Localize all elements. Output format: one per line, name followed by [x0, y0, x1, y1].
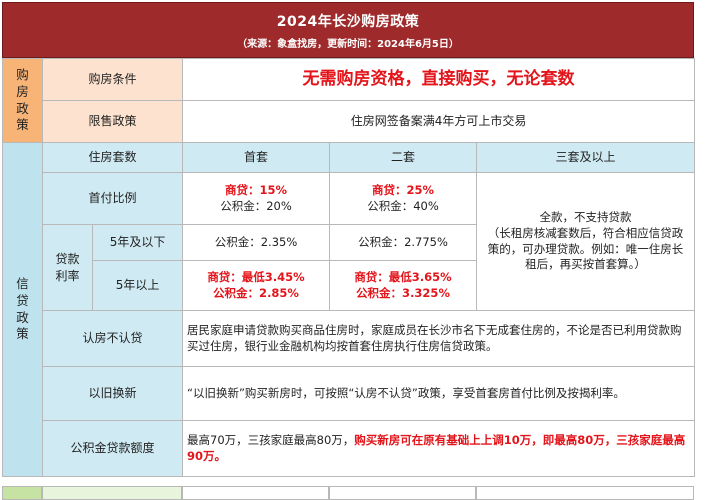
page-title: 2024年长沙购房政策: [276, 14, 420, 30]
row-purchase-conditions: 购 房 政 策 购房条件 无需购房资格，直接购买，无论套数: [2, 58, 696, 143]
row-fund-limit: 公积金贷款额度 最高70万，三孩家庭最高80万，购买新房可在原有基础上上调10万…: [3, 420, 696, 477]
rate-over5-second: 商贷：最低3.65% 公积金：3.325%: [329, 260, 478, 311]
row-rate-under5: 贷款 利率 5年及以下 公积金：2.35% 公积金：2.775%: [3, 224, 695, 311]
rate-over5-label: 5年以上: [91, 260, 184, 311]
trade-in-label: 以旧换新: [41, 366, 184, 421]
resale-policy-label: 限售政策: [41, 100, 184, 143]
down-payment-second: 商贷：25% 公积金：40%: [329, 172, 478, 225]
header-third-home: 三套及以上: [476, 142, 696, 173]
resale-policy-value: 住房网签备案满4年方可上市交易: [182, 100, 696, 143]
down-payment-first-fund: 公积金：20%: [220, 198, 292, 213]
next-section-cell-4: [476, 486, 694, 500]
rate-over5-second-commercial: 商贷：最低3.65%: [354, 269, 452, 284]
down-payment-first: 商贷：15% 公积金：20%: [182, 172, 331, 225]
fund-limit-value: 最高70万，三孩家庭最高80万，购买新房可在原有基础上上调10万，即最高80万，…: [182, 420, 696, 477]
page-header: 2024年长沙购房政策 （来源：象盒找房，更新时间：2024年6月5日）: [2, 2, 694, 58]
rate-under5-first: 公积金：2.35%: [182, 224, 331, 261]
next-section-cell-2: [182, 486, 329, 500]
row-recognize-house: 认房不认贷 居民家庭申请贷款购买商品住房时，家庭成员在长沙市名下无成套住房的，不…: [3, 310, 696, 367]
row-credit-headers: 信 贷 政 策 住房套数 首套 二套 三套及以上: [2, 142, 696, 477]
header-house-count: 住房套数: [41, 142, 184, 173]
row-down-payment: 首付比例 商贷：15% 公积金：20% 商贷：25% 公积金：40% 全款，不支…: [3, 172, 696, 311]
third-home-note: 全款，不支持贷款 （长租房核减套数后，符合相应信贷政策的，可办理贷款。例如：唯一…: [476, 172, 696, 311]
section-purchase-label: 购 房 政 策: [2, 58, 43, 143]
loan-rate-label: 贷款 利率: [42, 224, 93, 311]
rate-over5-second-fund: 公积金：3.325%: [356, 285, 450, 300]
fund-limit-plain: 最高70万，三孩家庭最高80万，: [187, 432, 355, 447]
trade-in-value: “以旧换新”购买新房时，可按照“认房不认贷”政策，享受首套房首付比例及按揭利率。: [182, 366, 696, 421]
header-second-home: 二套: [329, 142, 478, 173]
policy-table: 购 房 政 策 购房条件 无需购房资格，直接购买，无论套数 限售政策 住房网签备…: [2, 58, 696, 477]
row-trade-in: 以旧换新 “以旧换新”购买新房时，可按照“认房不认贷”政策，享受首套房首付比例及…: [3, 366, 696, 421]
rate-under5-second: 公积金：2.775%: [329, 224, 478, 261]
header-first-home: 首套: [182, 142, 331, 173]
purchase-conditions-label: 购房条件: [41, 58, 184, 101]
down-payment-second-commercial: 商贷：25%: [372, 182, 435, 197]
next-section-cell-1: [42, 486, 182, 500]
rate-over5-first: 商贷：最低3.45% 公积金：2.85%: [182, 260, 331, 311]
page-subtitle: （来源：象盒找房，更新时间：2024年6月5日）: [237, 39, 459, 50]
down-payment-label: 首付比例: [41, 172, 184, 225]
recognize-house-label: 认房不认贷: [41, 310, 184, 367]
purchase-conditions-value: 无需购房资格，直接购买，无论套数: [182, 58, 696, 101]
rate-over5-first-commercial: 商贷：最低3.45%: [207, 269, 305, 284]
rate-under5-label: 5年及以下: [91, 224, 184, 261]
next-section-marker: [2, 486, 42, 500]
recognize-house-value: 居民家庭申请贷款购买商品住房时，家庭成员在长沙市名下无成套住房的，不论是否已利用…: [182, 310, 696, 367]
next-section-strip: [2, 486, 694, 500]
next-section-cell-3: [329, 486, 476, 500]
down-payment-second-fund: 公积金：40%: [367, 198, 439, 213]
section-credit-label: 信 贷 政 策: [2, 142, 43, 477]
row-resale-policy: 限售政策 住房网签备案满4年方可上市交易: [3, 100, 696, 143]
fund-limit-label: 公积金贷款额度: [41, 420, 184, 477]
fund-limit-highlight: 购买新房可在原有基础上上调10万，即最高80万，三孩家庭最高90万。: [187, 432, 686, 463]
down-payment-first-commercial: 商贷：15%: [225, 182, 288, 197]
rate-over5-first-fund: 公积金：2.85%: [213, 285, 299, 300]
